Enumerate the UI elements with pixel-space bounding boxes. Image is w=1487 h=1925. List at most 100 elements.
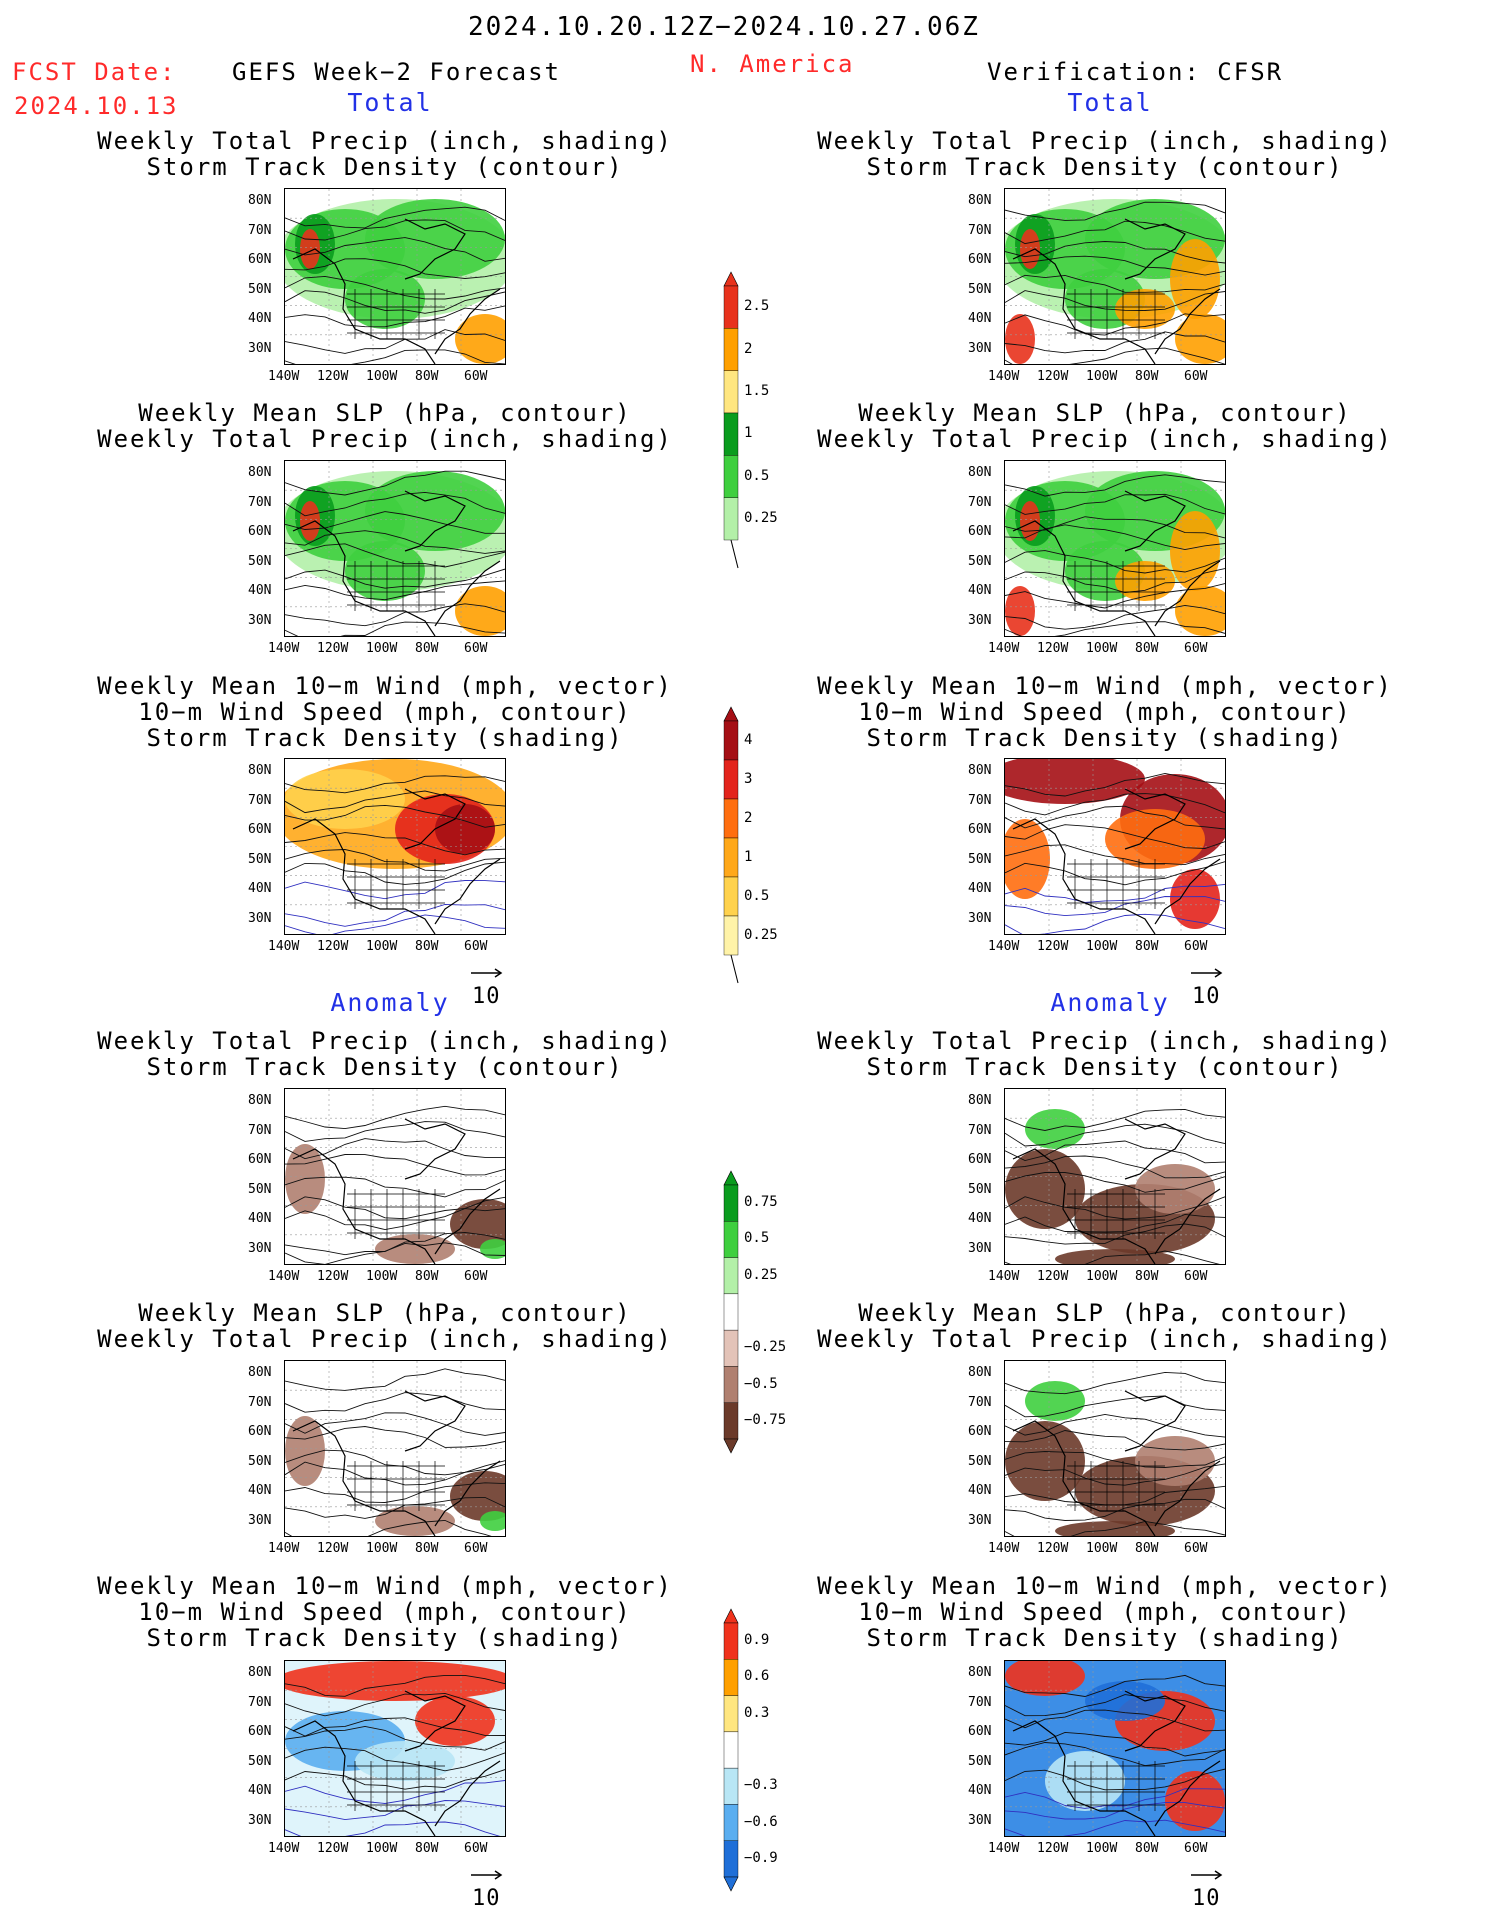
colorbar-label: −0.25 bbox=[744, 1339, 787, 1356]
lat-tick-label: 50N bbox=[968, 553, 992, 569]
lon-tick-label: 60W bbox=[464, 939, 488, 954]
map-anom-wind-storm-verification bbox=[1004, 1660, 1226, 1837]
vector-scale-value: 10 bbox=[472, 1886, 501, 1911]
panel-title-anom-wind-storm-forecast: Weekly Mean 10−m Wind (mph, vector) 10−m … bbox=[85, 1573, 685, 1651]
lat-tick-label: 40N bbox=[968, 1783, 992, 1798]
colorbar-label: 0.25 bbox=[744, 509, 778, 526]
colorbar-label: 0.25 bbox=[744, 1266, 778, 1283]
lat-tick-label: 70N bbox=[968, 494, 992, 510]
lat-tick-label: 60N bbox=[968, 1152, 992, 1167]
colorbar-label: −0.3 bbox=[744, 1777, 778, 1794]
panel-title-total-slp-precip-verification: Weekly Mean SLP (hPa, contour) Weekly Tot… bbox=[805, 400, 1405, 452]
colorbar-label: 0.9 bbox=[744, 1632, 770, 1649]
lat-tick-label: 50N bbox=[248, 1453, 272, 1469]
lon-tick-label: 60W bbox=[464, 369, 488, 384]
lat-tick-label: 30N bbox=[248, 1512, 272, 1528]
panel-title-line: Storm Track Density (contour) bbox=[146, 153, 624, 181]
map-total-slp-precip-verification bbox=[1004, 460, 1226, 637]
vector-arrow-icon bbox=[470, 1861, 504, 1886]
lat-tick-label: 40N bbox=[968, 1483, 992, 1498]
lon-tick-label: 80W bbox=[415, 1841, 439, 1856]
lon-tick-label: 80W bbox=[1135, 1841, 1159, 1856]
lon-tick-label: 60W bbox=[1184, 1841, 1208, 1856]
lat-tick-label: 70N bbox=[248, 1694, 272, 1710]
lon-tick-label: 140W bbox=[268, 1841, 300, 1856]
colorbar-anom-storm bbox=[723, 1608, 739, 1892]
panel-title-line: Weekly Total Precip (inch, shading) bbox=[97, 127, 673, 155]
lon-tick-label: 140W bbox=[988, 1541, 1020, 1556]
lat-tick-label: 40N bbox=[248, 311, 272, 326]
lon-tick-label: 140W bbox=[988, 1841, 1020, 1856]
panel-title-total-precip-storm-forecast: Weekly Total Precip (inch, shading) Storm… bbox=[85, 128, 685, 180]
colorbar-total-precip bbox=[723, 271, 739, 569]
fcst-date-value: 2024.10.13 bbox=[14, 92, 179, 120]
lon-tick-label: 100W bbox=[1086, 1269, 1118, 1284]
lat-tick-label: 70N bbox=[248, 1394, 272, 1410]
lat-tick-label: 40N bbox=[968, 881, 992, 896]
lon-tick-label: 60W bbox=[1184, 1269, 1208, 1284]
lon-tick-label: 80W bbox=[415, 641, 439, 656]
lat-tick-label: 70N bbox=[968, 1694, 992, 1710]
panel-title-line: Weekly Mean SLP (hPa, contour) bbox=[858, 399, 1352, 427]
map-total-precip-storm-verification bbox=[1004, 188, 1226, 365]
lat-tick-label: 60N bbox=[248, 1424, 272, 1439]
lat-tick-label: 40N bbox=[968, 583, 992, 598]
lat-tick-label: 60N bbox=[968, 822, 992, 837]
panel-title-anom-precip-storm-verification: Weekly Total Precip (inch, shading) Storm… bbox=[805, 1028, 1405, 1080]
lon-tick-label: 60W bbox=[464, 1269, 488, 1284]
lon-tick-label: 120W bbox=[1037, 1841, 1069, 1856]
lat-tick-label: 80N bbox=[968, 1365, 992, 1380]
colorbar-label: 0.6 bbox=[744, 1668, 770, 1685]
panel-title-line: Weekly Mean SLP (hPa, contour) bbox=[138, 1299, 632, 1327]
lat-tick-label: 50N bbox=[968, 851, 992, 867]
lat-tick-label: 30N bbox=[248, 910, 272, 926]
map-anom-slp-precip-verification bbox=[1004, 1360, 1226, 1537]
map-total-slp-precip-forecast bbox=[284, 460, 506, 637]
panel-title-total-wind-storm-verification: Weekly Mean 10−m Wind (mph, vector) 10−m … bbox=[805, 673, 1405, 751]
vector-scale-value: 10 bbox=[1192, 984, 1221, 1009]
panel-title-line: Weekly Total Precip (inch, shading) bbox=[97, 1027, 673, 1055]
lat-tick-label: 40N bbox=[248, 1783, 272, 1798]
lon-tick-label: 100W bbox=[366, 1541, 398, 1556]
lat-tick-label: 70N bbox=[248, 792, 272, 808]
lat-tick-label: 60N bbox=[968, 524, 992, 539]
lat-tick-label: 40N bbox=[248, 881, 272, 896]
lat-tick-label: 50N bbox=[248, 1753, 272, 1769]
lon-tick-label: 100W bbox=[1086, 641, 1118, 656]
lat-tick-label: 30N bbox=[968, 910, 992, 926]
colorbar-label: 2 bbox=[744, 809, 753, 826]
panel-title-line: Weekly Mean 10−m Wind (mph, vector) bbox=[97, 672, 673, 700]
lat-tick-label: 50N bbox=[248, 851, 272, 867]
lat-tick-label: 60N bbox=[248, 822, 272, 837]
lon-tick-label: 120W bbox=[1037, 939, 1069, 954]
panel-title-anom-slp-precip-verification: Weekly Mean SLP (hPa, contour) Weekly Tot… bbox=[805, 1300, 1405, 1352]
panel-title-line: 10−m Wind Speed (mph, contour) bbox=[858, 1598, 1352, 1626]
panel-title-line: Weekly Total Precip (inch, shading) bbox=[817, 1027, 1393, 1055]
lon-tick-label: 120W bbox=[1037, 1541, 1069, 1556]
colorbar-label: −0.6 bbox=[744, 1813, 778, 1830]
map-total-wind-storm-verification bbox=[1004, 758, 1226, 935]
colorbar-label: 4 bbox=[744, 731, 753, 748]
period-title: 2024.10.20.12Z−2024.10.27.06Z bbox=[468, 12, 980, 42]
panel-title-line: Weekly Total Precip (inch, shading) bbox=[97, 425, 673, 453]
lat-tick-label: 30N bbox=[248, 340, 272, 356]
lat-tick-label: 70N bbox=[968, 1394, 992, 1410]
map-anom-slp-precip-forecast bbox=[284, 1360, 506, 1537]
lon-tick-label: 140W bbox=[988, 641, 1020, 656]
map-anom-precip-storm-verification bbox=[1004, 1088, 1226, 1265]
lat-tick-label: 30N bbox=[248, 612, 272, 628]
lat-tick-label: 80N bbox=[968, 1093, 992, 1108]
lat-tick-label: 80N bbox=[968, 763, 992, 778]
colorbar-label: −0.9 bbox=[744, 1849, 778, 1866]
lat-tick-label: 60N bbox=[248, 252, 272, 267]
lon-tick-label: 120W bbox=[317, 939, 349, 954]
panel-title-line: 10−m Wind Speed (mph, contour) bbox=[138, 1598, 632, 1626]
lat-tick-label: 80N bbox=[248, 763, 272, 778]
lon-tick-label: 100W bbox=[366, 369, 398, 384]
section-anomaly-left: Anomaly bbox=[330, 988, 450, 1017]
vector-scale-reference: 10 bbox=[470, 1861, 504, 1911]
vector-scale-reference: 10 bbox=[1190, 1861, 1224, 1911]
lat-tick-label: 30N bbox=[968, 340, 992, 356]
panel-title-line: Weekly Mean 10−m Wind (mph, vector) bbox=[97, 1572, 673, 1600]
lat-tick-label: 80N bbox=[968, 193, 992, 208]
